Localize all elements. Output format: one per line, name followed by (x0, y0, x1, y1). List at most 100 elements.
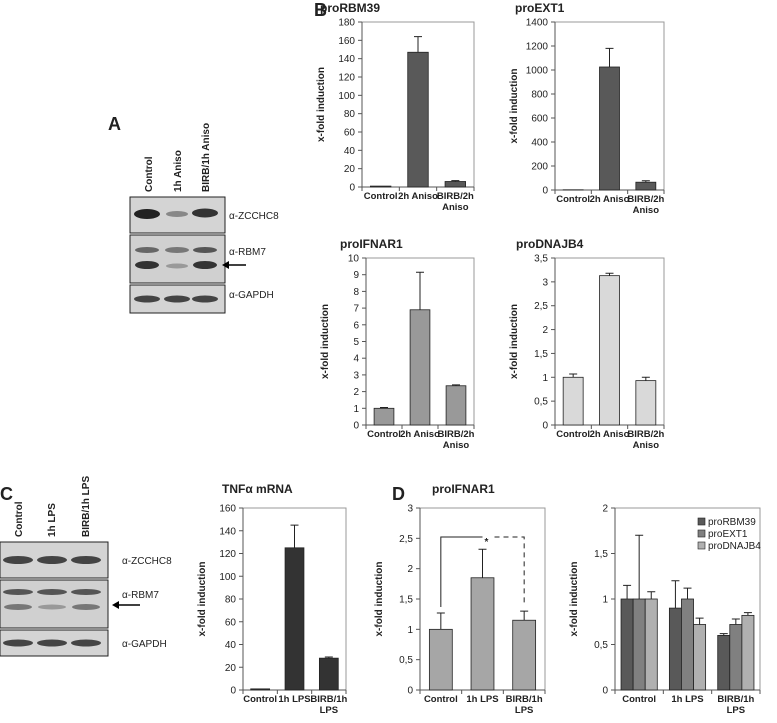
bar (632, 598, 646, 691)
y-tick-label: 1 (542, 373, 548, 384)
y-tick-label: 800 (531, 90, 548, 101)
y-axis-label: x-fold induction (374, 562, 385, 637)
y-tick-label: 6 (353, 320, 359, 331)
antibody-label: α-ZCCHC8 (229, 211, 279, 222)
x-tick-label-box: 2h Aniso (400, 429, 440, 440)
antibody-label: α-GAPDH (229, 290, 274, 301)
blot-column-label: BIRB/1h Aniso (201, 123, 212, 192)
y-tick-label: 1400 (526, 18, 549, 29)
legend-swatch (697, 517, 706, 526)
y-tick-label: 60 (344, 128, 356, 139)
y-axis-label: x-fold induction (316, 67, 327, 142)
y-tick-label: 3 (353, 370, 359, 381)
y-tick-label: 600 (531, 114, 548, 125)
bar (369, 185, 392, 188)
x-tick-label: BIRB/1h LPS (717, 694, 755, 716)
legend-swatch (697, 541, 706, 550)
chart-title: proEXT1 (515, 1, 565, 15)
bar (635, 181, 657, 191)
x-tick-label: 2h Aniso (398, 191, 438, 202)
y-axis-label: x-fold induction (320, 304, 331, 379)
error-bar (478, 548, 487, 578)
bar (407, 51, 429, 188)
bar (562, 376, 584, 426)
bar (599, 66, 620, 191)
bar (635, 380, 657, 426)
chart-title: proRBM39 (320, 1, 380, 15)
blot-c: Control 1h LPS BIRB/1h LPS α-ZCCHC8 α-RB… (0, 476, 172, 657)
y-tick-label: 2,5 (399, 534, 413, 545)
x-tick-label: BIRB/2h Aniso (436, 191, 474, 213)
panel-letter: A (108, 114, 121, 134)
y-axis-label: x-fold induction (509, 304, 520, 379)
y-tick-label: 1 (353, 404, 359, 415)
x-tick-label-box: Control (363, 191, 398, 202)
y-tick-label: 40 (225, 640, 237, 651)
error-bar (451, 180, 460, 182)
x-tick-label: 2h Aniso (400, 429, 440, 440)
y-tick-label: 100 (219, 572, 236, 583)
x-tick-label: Control (243, 694, 278, 705)
y-tick-label: 120 (338, 73, 355, 84)
x-tick-label: Control (367, 429, 401, 440)
x-tick-label: BIRB/2h Aniso (437, 429, 475, 451)
bar (428, 628, 453, 691)
error-bar (436, 612, 445, 630)
bar (620, 598, 634, 691)
x-tick-label: 1h LPS (278, 694, 311, 705)
error-bar (635, 534, 644, 599)
x-tick-label-box: BIRB/1h LPS (310, 694, 348, 716)
bar (445, 385, 467, 426)
y-tick-label: 1 (407, 625, 413, 636)
error-bar (569, 373, 578, 378)
x-tick-label: BIRB/1h LPS (310, 694, 348, 716)
y-tick-label: 0 (542, 186, 548, 197)
x-tick-label-box: Control (556, 429, 590, 440)
bar (599, 275, 620, 426)
blot-column-label: BIRB/1h LPS (81, 476, 92, 537)
y-tick-label: 0 (542, 421, 548, 432)
legend-label: proDNAJB4 (708, 541, 761, 552)
x-tick-label: Control (423, 694, 458, 705)
y-tick-label: 8 (353, 287, 359, 298)
legend-label: proRBM39 (708, 517, 756, 528)
x-tick-label: Control (363, 191, 398, 202)
y-tick-label: 180 (338, 18, 355, 29)
bar (318, 657, 339, 691)
significance-marker: * (485, 537, 489, 548)
error-bar (324, 656, 333, 659)
y-tick-label: 3 (542, 277, 548, 288)
y-tick-label: 0 (353, 421, 359, 432)
antibody-label: α-ZCCHC8 (122, 556, 172, 567)
x-tick-label-box: Control (367, 429, 401, 440)
error-bar (641, 376, 650, 381)
y-tick-label: 0,5 (399, 655, 413, 666)
y-tick-label: 1200 (526, 42, 549, 53)
error-bar (671, 580, 680, 609)
y-axis-label: x-fold induction (197, 562, 208, 637)
x-tick-label: 1h LPS (466, 694, 499, 705)
chart-title: proIFNAR1 (432, 482, 495, 496)
legend-swatch (697, 529, 706, 538)
bar (717, 635, 731, 691)
x-tick-label-box: BIRB/2h Aniso (437, 429, 475, 451)
x-tick-label-box: Control (423, 694, 458, 705)
y-tick-label: 140 (338, 54, 355, 65)
error-bar (719, 633, 728, 636)
x-tick-label: BIRB/1h LPS (505, 694, 543, 716)
error-bar (623, 584, 632, 599)
bar (250, 688, 271, 691)
y-tick-label: 0,5 (594, 640, 608, 651)
y-tick-label: 0 (230, 686, 236, 697)
y-tick-label: 10 (348, 254, 360, 265)
antibody-label: α-RBM7 (122, 590, 159, 601)
antibody-label: α-GAPDH (122, 639, 167, 650)
x-tick-label-box: BIRB/1h LPS (717, 694, 755, 716)
error-bar (647, 591, 656, 599)
error-bar (520, 610, 529, 621)
y-tick-label: 140 (219, 526, 236, 537)
blot-column-label: 1h Aniso (173, 150, 184, 192)
y-axis-label: x-fold induction (569, 562, 580, 637)
y-tick-label: 1,5 (534, 349, 548, 360)
y-tick-label: 120 (219, 549, 236, 560)
